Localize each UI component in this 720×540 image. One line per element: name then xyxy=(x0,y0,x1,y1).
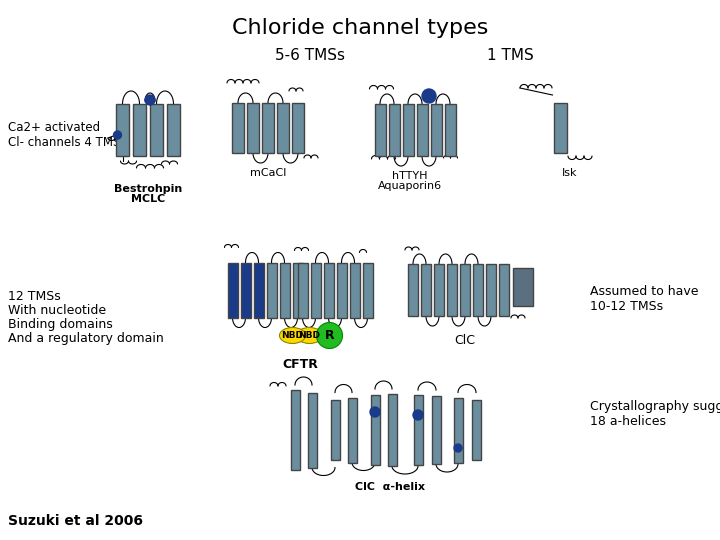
Text: 12 TMSs: 12 TMSs xyxy=(8,290,60,303)
Bar xyxy=(133,104,146,156)
Text: With nucleotide: With nucleotide xyxy=(8,304,106,317)
Bar xyxy=(348,397,356,462)
Text: Assumed to have
10-12 TMSs: Assumed to have 10-12 TMSs xyxy=(590,285,698,313)
Bar xyxy=(240,262,251,318)
Text: R: R xyxy=(325,329,334,342)
Bar xyxy=(387,394,397,466)
Text: ClC  α-helix: ClC α-helix xyxy=(355,482,425,492)
Bar xyxy=(513,268,533,306)
Text: MCLC: MCLC xyxy=(131,194,165,204)
Bar xyxy=(416,104,428,156)
Ellipse shape xyxy=(297,327,323,343)
Text: mCaCl: mCaCl xyxy=(250,168,286,178)
Bar xyxy=(431,104,441,156)
Bar xyxy=(421,264,431,316)
Bar xyxy=(554,103,567,153)
Bar xyxy=(434,264,444,316)
Text: NBD: NBD xyxy=(299,331,320,340)
Bar xyxy=(408,264,418,316)
Bar xyxy=(297,262,307,318)
Bar xyxy=(290,390,300,470)
Bar xyxy=(444,104,456,156)
Bar xyxy=(499,264,509,316)
Bar xyxy=(330,400,340,460)
Bar xyxy=(447,264,457,316)
Bar xyxy=(266,262,276,318)
Ellipse shape xyxy=(279,327,305,343)
Text: Crystallography suggests
18 a-helices: Crystallography suggests 18 a-helices xyxy=(590,400,720,428)
Bar xyxy=(472,400,480,460)
Bar xyxy=(402,104,413,156)
Bar xyxy=(323,262,333,318)
Text: hTTYH: hTTYH xyxy=(392,171,428,181)
Bar xyxy=(228,262,238,318)
Circle shape xyxy=(370,407,380,417)
Circle shape xyxy=(454,444,462,452)
Bar xyxy=(413,395,423,465)
Text: Aquaporin6: Aquaporin6 xyxy=(378,181,442,191)
Text: 5-6 TMSs: 5-6 TMSs xyxy=(275,48,345,63)
Bar xyxy=(277,103,289,153)
Text: 1 TMS: 1 TMS xyxy=(487,48,534,63)
Bar xyxy=(279,262,289,318)
Text: And a regulatory domain: And a regulatory domain xyxy=(8,332,163,345)
Bar xyxy=(253,262,264,318)
Text: CFTR: CFTR xyxy=(282,357,318,370)
Bar xyxy=(374,104,385,156)
Bar xyxy=(150,104,163,156)
Bar xyxy=(486,264,496,316)
Bar xyxy=(473,264,483,316)
Circle shape xyxy=(114,131,122,139)
Text: Isk: Isk xyxy=(562,168,577,178)
Bar xyxy=(336,262,346,318)
Bar xyxy=(454,397,462,462)
Bar xyxy=(362,262,372,318)
Bar xyxy=(292,262,302,318)
Bar xyxy=(310,262,320,318)
Bar xyxy=(371,395,379,465)
Bar xyxy=(262,103,274,153)
Ellipse shape xyxy=(422,89,436,103)
Text: Suzuki et al 2006: Suzuki et al 2006 xyxy=(8,514,143,528)
Text: NBD: NBD xyxy=(282,331,304,340)
Circle shape xyxy=(145,95,155,105)
Text: Bestrohpin: Bestrohpin xyxy=(114,184,182,194)
Bar xyxy=(232,103,244,153)
Text: Ca2+ activated
Cl- channels 4 TMSs: Ca2+ activated Cl- channels 4 TMSs xyxy=(8,121,127,149)
Bar xyxy=(349,262,359,318)
Bar xyxy=(307,393,317,468)
Bar xyxy=(292,103,304,153)
Text: Binding domains: Binding domains xyxy=(8,318,113,331)
Bar xyxy=(247,103,259,153)
Bar xyxy=(460,264,470,316)
Text: Chloride channel types: Chloride channel types xyxy=(232,18,488,38)
Bar xyxy=(431,396,441,464)
Circle shape xyxy=(317,322,343,348)
Bar xyxy=(167,104,180,156)
Circle shape xyxy=(413,410,423,420)
Text: ClC: ClC xyxy=(454,334,475,347)
Bar xyxy=(389,104,400,156)
Bar xyxy=(116,104,129,156)
